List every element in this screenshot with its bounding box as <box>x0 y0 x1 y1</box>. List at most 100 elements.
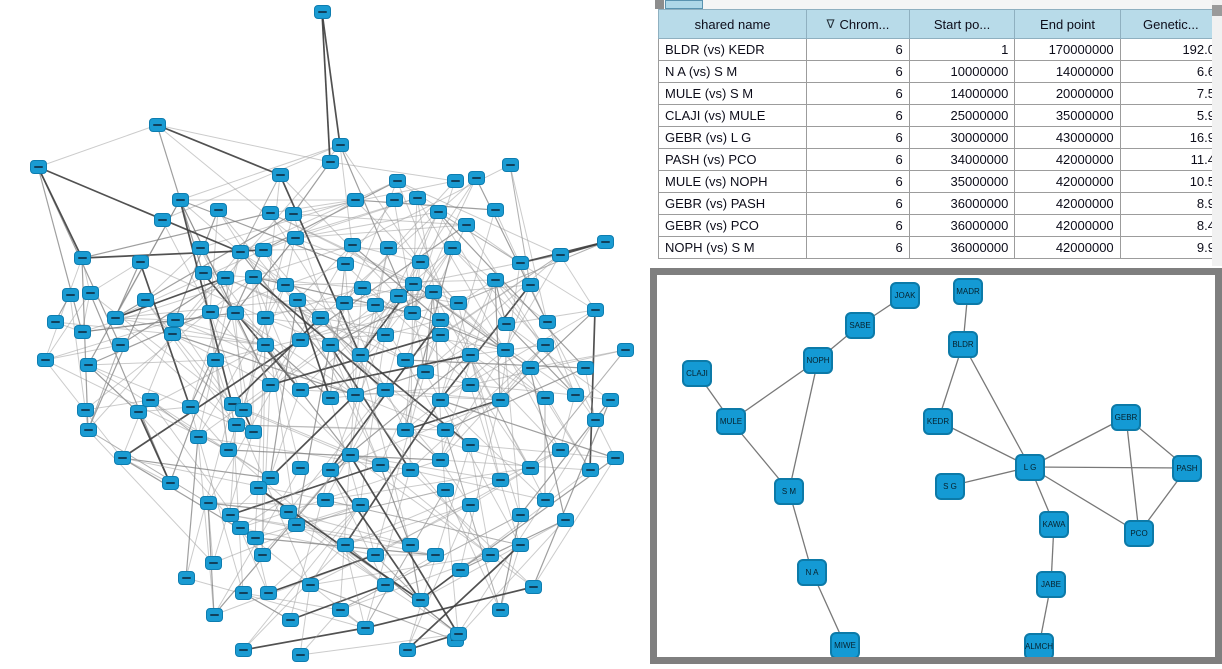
network-node[interactable] <box>314 5 331 19</box>
network-node[interactable] <box>597 235 614 249</box>
network-node-kedr[interactable]: KEDR <box>923 408 953 435</box>
network-node[interactable] <box>537 493 554 507</box>
column-header-start-po-[interactable]: Start po... <box>908 9 1016 39</box>
network-node[interactable] <box>337 538 354 552</box>
network-node[interactable] <box>302 578 319 592</box>
table-row[interactable]: GEBR (vs) PASH 6 36000000 42000000 8.9 <box>657 192 1222 215</box>
network-node-kawa[interactable]: KAWA <box>1039 511 1069 538</box>
network-node[interactable] <box>425 285 442 299</box>
network-node[interactable] <box>235 586 252 600</box>
network-node[interactable] <box>142 393 159 407</box>
table-row[interactable]: CLAJI (vs) MULE 6 25000000 35000000 5.9 <box>657 104 1222 127</box>
network-node[interactable] <box>492 393 509 407</box>
network-node[interactable] <box>250 481 267 495</box>
cell-value[interactable]: 42000000 <box>1014 148 1121 171</box>
network-node[interactable] <box>207 353 224 367</box>
network-node[interactable] <box>587 303 604 317</box>
network-node[interactable] <box>404 306 421 320</box>
table-row[interactable]: PASH (vs) PCO 6 34000000 42000000 11.4 <box>657 148 1222 171</box>
network-node[interactable] <box>432 393 449 407</box>
network-node[interactable] <box>432 328 449 342</box>
table-row[interactable]: NOPH (vs) S M 6 36000000 42000000 9.9 <box>657 236 1222 259</box>
cell-value[interactable]: 170000000 <box>1014 38 1121 61</box>
cell-value[interactable]: 10000000 <box>908 60 1016 83</box>
table-scrollbar-track[interactable] <box>1212 0 1222 266</box>
cell-value[interactable]: 35000000 <box>908 170 1016 193</box>
table-scrollbar-thumb[interactable] <box>1212 5 1222 16</box>
network-node[interactable] <box>112 338 129 352</box>
column-header-genetic-[interactable]: Genetic... <box>1119 9 1222 39</box>
network-node[interactable] <box>462 498 479 512</box>
network-node[interactable] <box>386 193 403 207</box>
network-node[interactable] <box>37 353 54 367</box>
network-node[interactable] <box>432 453 449 467</box>
cell-value[interactable]: 8.9 <box>1119 192 1222 215</box>
cell-value[interactable]: 6 <box>806 82 910 105</box>
cell-value[interactable]: 7.5 <box>1119 82 1222 105</box>
network-node[interactable] <box>232 521 249 535</box>
network-node[interactable] <box>409 191 426 205</box>
network-node[interactable] <box>417 365 434 379</box>
column-header-end-point[interactable]: End point <box>1014 9 1121 39</box>
cell-value[interactable]: 11.4 <box>1119 148 1222 171</box>
cell-value[interactable]: 36000000 <box>908 214 1016 237</box>
network-node-gebr[interactable]: GEBR <box>1111 404 1141 431</box>
network-node[interactable] <box>352 348 369 362</box>
network-node[interactable] <box>512 508 529 522</box>
network-node[interactable] <box>162 476 179 490</box>
cell-value[interactable]: 6 <box>806 38 910 61</box>
network-node[interactable] <box>292 383 309 397</box>
network-node[interactable] <box>332 138 349 152</box>
network-node[interactable] <box>80 423 97 437</box>
cell-value[interactable]: 6 <box>806 104 910 127</box>
network-node[interactable] <box>210 203 227 217</box>
network-node[interactable] <box>447 174 464 188</box>
table-row[interactable]: MULE (vs) S M 6 14000000 20000000 7.5 <box>657 82 1222 105</box>
network-node[interactable] <box>149 118 166 132</box>
cell-value[interactable]: 5.9 <box>1119 104 1222 127</box>
network-node[interactable] <box>352 498 369 512</box>
table-mini-tab[interactable] <box>665 0 703 9</box>
network-node-miwe[interactable]: MIWE <box>830 632 860 657</box>
network-node[interactable] <box>552 248 569 262</box>
network-node[interactable] <box>450 296 467 310</box>
network-node[interactable] <box>77 403 94 417</box>
network-node[interactable] <box>617 343 634 357</box>
cell-value[interactable]: 42000000 <box>1014 192 1121 215</box>
cell-value[interactable]: 6 <box>806 170 910 193</box>
network-node-pash[interactable]: PASH <box>1172 455 1202 482</box>
network-node[interactable] <box>377 383 394 397</box>
cell-value[interactable]: 42000000 <box>1014 236 1121 259</box>
network-node[interactable] <box>492 603 509 617</box>
network-node[interactable] <box>262 471 279 485</box>
network-node[interactable] <box>322 155 339 169</box>
network-node[interactable] <box>372 458 389 472</box>
sort-filter-icon[interactable]: ∇ <box>826 16 835 31</box>
table-row[interactable]: BLDR (vs) KEDR 6 1 170000000 192.0 <box>657 38 1222 61</box>
network-node[interactable] <box>462 438 479 452</box>
network-node[interactable] <box>288 518 305 532</box>
cell-shared-name[interactable]: BLDR (vs) KEDR <box>657 38 808 61</box>
cell-value[interactable]: 9.9 <box>1119 236 1222 259</box>
network-node[interactable] <box>487 273 504 287</box>
table-row[interactable]: MULE (vs) NOPH 6 35000000 42000000 10.5 <box>657 170 1222 193</box>
network-node[interactable] <box>202 305 219 319</box>
network-node[interactable] <box>377 328 394 342</box>
network-edge[interactable] <box>1029 466 1140 534</box>
network-edge[interactable] <box>1029 466 1188 469</box>
network-node[interactable] <box>172 193 189 207</box>
cell-shared-name[interactable]: GEBR (vs) PCO <box>657 214 808 237</box>
network-node[interactable] <box>62 288 79 302</box>
network-node[interactable] <box>354 281 371 295</box>
network-node[interactable] <box>74 251 91 265</box>
network-node[interactable] <box>444 241 461 255</box>
column-header-chrom-[interactable]: ∇ Chrom... <box>806 9 910 39</box>
network-node[interactable] <box>257 311 274 325</box>
network-node[interactable] <box>380 241 397 255</box>
network-node[interactable] <box>114 451 131 465</box>
cell-shared-name[interactable]: MULE (vs) S M <box>657 82 808 105</box>
cell-value[interactable]: 16.9 <box>1119 126 1222 149</box>
network-node[interactable] <box>607 451 624 465</box>
network-node[interactable] <box>260 586 277 600</box>
network-node[interactable] <box>357 621 374 635</box>
